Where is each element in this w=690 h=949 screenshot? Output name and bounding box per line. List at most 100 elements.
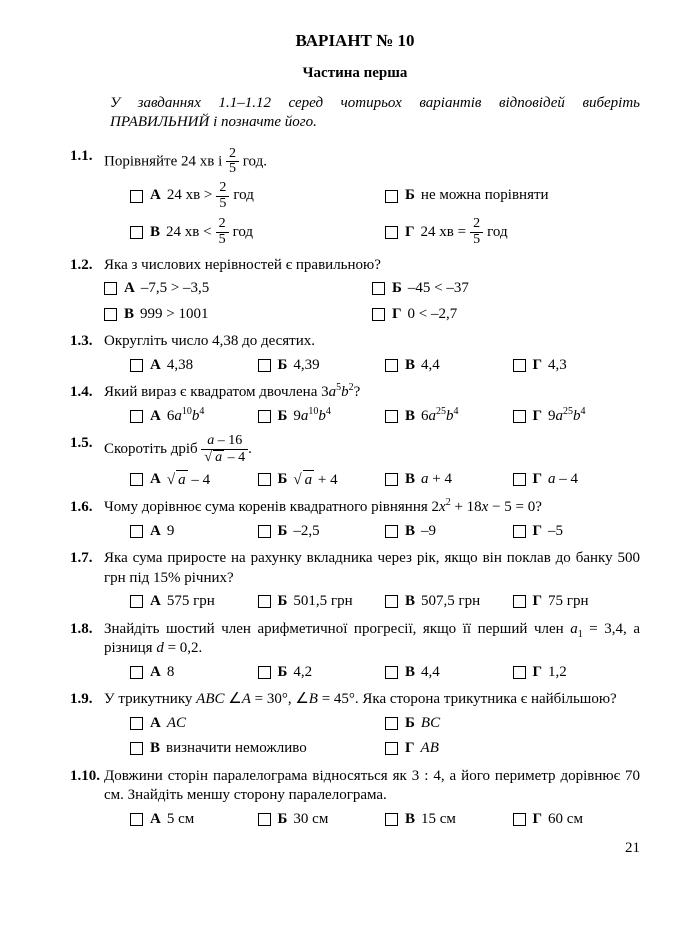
checkbox-icon xyxy=(385,226,398,239)
qnum: 1.1. xyxy=(70,147,104,167)
option-b[interactable]: Б9a10b4 xyxy=(258,407,386,427)
qtext: Який вираз є квадратом двочлена 3a5b2? xyxy=(104,383,640,403)
option-b[interactable]: Б√a + 4 xyxy=(258,470,386,491)
checkbox-icon xyxy=(130,666,143,679)
checkbox-icon xyxy=(385,813,398,826)
qtext: Скоротіть дріб a – 16√a – 4. xyxy=(104,434,640,465)
option-b[interactable]: Б4,2 xyxy=(258,663,386,683)
checkbox-icon xyxy=(258,525,271,538)
option-a[interactable]: А–7,5 > –3,5 xyxy=(104,279,372,299)
qnum: 1.5. xyxy=(70,434,104,454)
qnum: 1.2. xyxy=(70,256,104,276)
qtext: Яка з числових нерівностей є правильною? xyxy=(104,256,640,276)
qnum: 1.6. xyxy=(70,498,104,518)
checkbox-icon xyxy=(130,525,143,538)
option-g[interactable]: Г4,3 xyxy=(513,356,641,376)
checkbox-icon xyxy=(385,742,398,755)
option-v[interactable]: В–9 xyxy=(385,522,513,542)
option-v[interactable]: В4,4 xyxy=(385,356,513,376)
checkbox-icon xyxy=(513,813,526,826)
checkbox-icon xyxy=(130,813,143,826)
page-number: 21 xyxy=(70,839,640,859)
question-1-7: 1.7.Яка сума приросте на рахунку вкладни… xyxy=(70,549,640,612)
option-b[interactable]: Б30 см xyxy=(258,810,386,830)
qnum: 1.3. xyxy=(70,332,104,352)
part-subtitle: Частина перша xyxy=(70,64,640,84)
checkbox-icon xyxy=(258,666,271,679)
option-v[interactable]: В15 см xyxy=(385,810,513,830)
checkbox-icon xyxy=(385,473,398,486)
option-v[interactable]: Ввизначити неможливо xyxy=(130,739,385,759)
checkbox-icon xyxy=(385,410,398,423)
option-g[interactable]: Гa – 4 xyxy=(513,470,641,491)
qtext: Чому дорівнює сума коренів квадратного р… xyxy=(104,498,640,518)
option-g[interactable]: Г24 хв = 25 год xyxy=(385,217,640,247)
checkbox-icon xyxy=(104,282,117,295)
checkbox-icon xyxy=(385,190,398,203)
option-a[interactable]: АAC xyxy=(130,714,385,734)
option-b[interactable]: Б4,39 xyxy=(258,356,386,376)
qtext: Порівняйте 24 хв і 25 год. xyxy=(104,147,640,177)
option-a[interactable]: А4,38 xyxy=(130,356,258,376)
checkbox-icon xyxy=(385,595,398,608)
checkbox-icon xyxy=(513,359,526,372)
option-v[interactable]: В24 хв < 25 год xyxy=(130,217,385,247)
checkbox-icon xyxy=(258,359,271,372)
checkbox-icon xyxy=(104,308,117,321)
checkbox-icon xyxy=(130,410,143,423)
checkbox-icon xyxy=(372,308,385,321)
option-a[interactable]: А8 xyxy=(130,663,258,683)
option-v[interactable]: В999 > 1001 xyxy=(104,305,372,325)
option-a[interactable]: А√a – 4 xyxy=(130,470,258,491)
question-1-8: 1.8.Знайдіть шостий член арифметичної пр… xyxy=(70,620,640,683)
option-v[interactable]: Вa + 4 xyxy=(385,470,513,491)
option-g[interactable]: Г1,2 xyxy=(513,663,641,683)
option-a[interactable]: А24 хв > 25 год xyxy=(130,181,385,211)
checkbox-icon xyxy=(130,717,143,730)
question-1-2: 1.2.Яка з числових нерівностей є правиль… xyxy=(70,256,640,325)
question-1-9: 1.9.У трикутнику ABC ∠A = 30°, ∠B = 45°.… xyxy=(70,690,640,759)
checkbox-icon xyxy=(130,473,143,486)
checkbox-icon xyxy=(513,473,526,486)
qtext: Яка сума приросте на рахунку вкладника ч… xyxy=(104,549,640,588)
question-1-10: 1.10.Довжини сторін паралелограма віднос… xyxy=(70,767,640,830)
option-b[interactable]: Бне можна порівняти xyxy=(385,181,640,211)
option-b[interactable]: Б–45 < –37 xyxy=(372,279,640,299)
checkbox-icon xyxy=(130,359,143,372)
checkbox-icon xyxy=(130,742,143,755)
option-v[interactable]: В6a25b4 xyxy=(385,407,513,427)
question-1-6: 1.6.Чому дорівнює сума коренів квадратно… xyxy=(70,498,640,541)
checkbox-icon xyxy=(372,282,385,295)
checkbox-icon xyxy=(258,410,271,423)
option-g[interactable]: Г75 грн xyxy=(513,592,641,612)
checkbox-icon xyxy=(385,717,398,730)
qtext: Округліть число 4,38 до десятих. xyxy=(104,332,640,352)
option-b[interactable]: БBC xyxy=(385,714,640,734)
option-g[interactable]: Г0 < –2,7 xyxy=(372,305,640,325)
option-a[interactable]: А5 см xyxy=(130,810,258,830)
variant-title: ВАРІАНТ № 10 xyxy=(70,30,640,52)
checkbox-icon xyxy=(513,666,526,679)
option-v[interactable]: В4,4 xyxy=(385,663,513,683)
qtext: Знайдіть шостий член арифметичної прогре… xyxy=(104,620,640,659)
option-b[interactable]: Б501,5 грн xyxy=(258,592,386,612)
option-a[interactable]: А575 грн xyxy=(130,592,258,612)
qnum: 1.10. xyxy=(70,767,104,787)
option-g[interactable]: ГAB xyxy=(385,739,640,759)
qtext: У трикутнику ABC ∠A = 30°, ∠B = 45°. Яка… xyxy=(104,690,640,710)
checkbox-icon xyxy=(385,359,398,372)
option-g[interactable]: Г60 см xyxy=(513,810,641,830)
checkbox-icon xyxy=(130,595,143,608)
checkbox-icon xyxy=(258,813,271,826)
option-v[interactable]: В507,5 грн xyxy=(385,592,513,612)
option-g[interactable]: Г–5 xyxy=(513,522,641,542)
option-g[interactable]: Г9a25b4 xyxy=(513,407,641,427)
checkbox-icon xyxy=(385,666,398,679)
checkbox-icon xyxy=(130,226,143,239)
checkbox-icon xyxy=(513,525,526,538)
checkbox-icon xyxy=(513,595,526,608)
checkbox-icon xyxy=(130,190,143,203)
option-a[interactable]: А9 xyxy=(130,522,258,542)
option-a[interactable]: А6a10b4 xyxy=(130,407,258,427)
option-b[interactable]: Б–2,5 xyxy=(258,522,386,542)
